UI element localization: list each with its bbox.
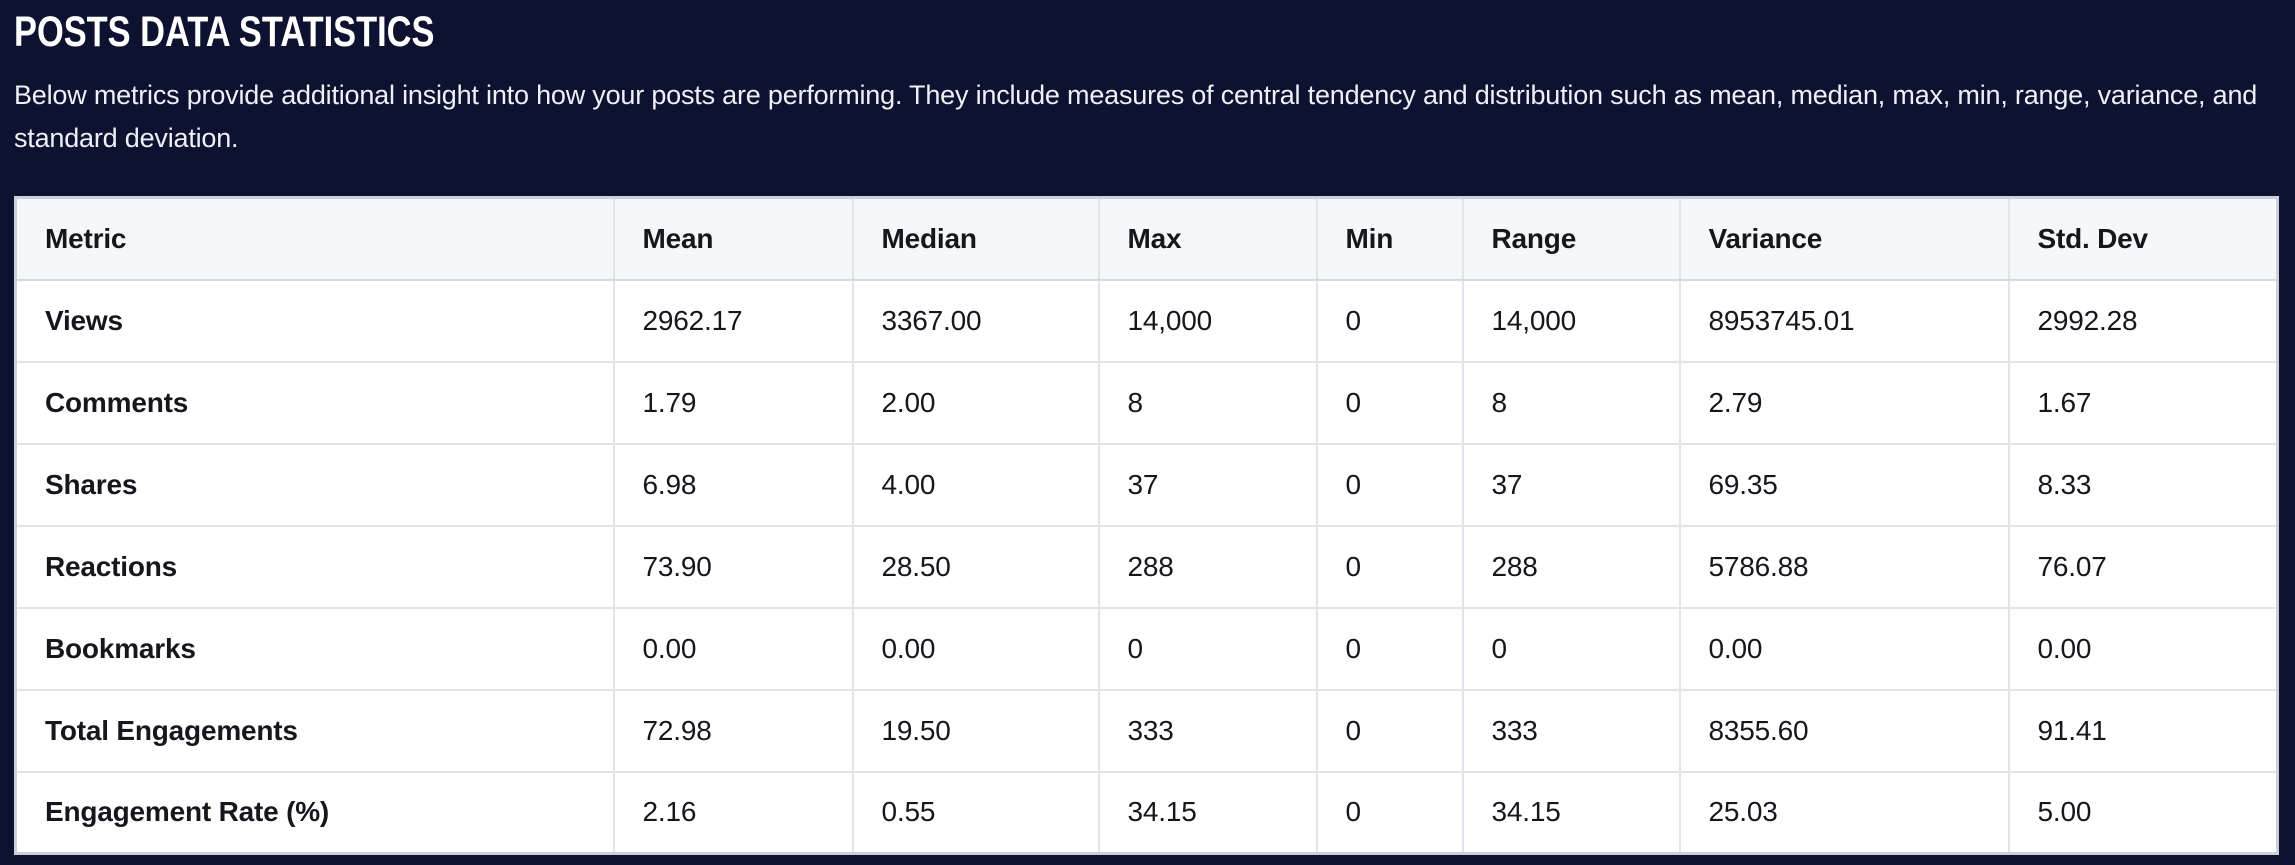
metric-cell: Views [14,278,615,363]
value-cell-min: 0 [1315,524,1464,609]
table-row-shares: Shares 6.98 4.00 37 0 37 69.35 8.33 [14,442,2279,527]
value-cell-min: 0 [1315,360,1464,445]
value-cell-variance: 5786.88 [1678,524,2010,609]
value-cell-min: 0 [1315,606,1464,691]
value-cell-stddev: 0.00 [2007,606,2279,691]
value-cell-median: 19.50 [851,688,1100,773]
value-cell-variance: 0.00 [1678,606,2010,691]
table-body: Views 2962.17 3367.00 14,000 0 14,000 89… [14,278,2279,855]
metric-cell: Comments [14,360,615,445]
value-cell-mean: 2962.17 [612,278,854,363]
metric-cell: Bookmarks [14,606,615,691]
value-cell-median: 2.00 [851,360,1100,445]
value-cell-range: 8 [1461,360,1681,445]
column-header-metric: Metric [14,196,615,281]
value-cell-stddev: 2992.28 [2007,278,2279,363]
value-cell-range: 34.15 [1461,770,1681,855]
table-row-views: Views 2962.17 3367.00 14,000 0 14,000 89… [14,278,2279,363]
value-cell-mean: 2.16 [612,770,854,855]
value-cell-min: 0 [1315,442,1464,527]
table-row-reactions: Reactions 73.90 28.50 288 0 288 5786.88 … [14,524,2279,609]
value-cell-median: 4.00 [851,442,1100,527]
value-cell-mean: 1.79 [612,360,854,445]
value-cell-variance: 8953745.01 [1678,278,2010,363]
value-cell-max: 333 [1097,688,1318,773]
value-cell-range: 37 [1461,442,1681,527]
metric-cell: Shares [14,442,615,527]
header-row: Metric Mean Median Max Min Range Varianc… [14,196,2279,281]
value-cell-range: 288 [1461,524,1681,609]
value-cell-mean: 72.98 [612,688,854,773]
value-cell-range: 14,000 [1461,278,1681,363]
value-cell-max: 8 [1097,360,1318,445]
value-cell-min: 0 [1315,770,1464,855]
value-cell-variance: 25.03 [1678,770,2010,855]
metric-cell: Engagement Rate (%) [14,770,615,855]
value-cell-min: 0 [1315,278,1464,363]
column-header-median: Median [851,196,1100,281]
column-header-range: Range [1461,196,1681,281]
value-cell-mean: 6.98 [612,442,854,527]
value-cell-variance: 69.35 [1678,442,2010,527]
table-row-engagement-rate: Engagement Rate (%) 2.16 0.55 34.15 0 34… [14,770,2279,855]
value-cell-median: 0.55 [851,770,1100,855]
value-cell-max: 0 [1097,606,1318,691]
statistics-table: Metric Mean Median Max Min Range Varianc… [14,196,2279,855]
column-header-stddev: Std. Dev [2007,196,2279,281]
value-cell-variance: 2.79 [1678,360,2010,445]
value-cell-mean: 73.90 [612,524,854,609]
table-header: Metric Mean Median Max Min Range Varianc… [14,196,2279,281]
value-cell-median: 0.00 [851,606,1100,691]
column-header-mean: Mean [612,196,854,281]
value-cell-max: 14,000 [1097,278,1318,363]
metric-cell: Reactions [14,524,615,609]
value-cell-median: 28.50 [851,524,1100,609]
table-row-total-engagements: Total Engagements 72.98 19.50 333 0 333 … [14,688,2279,773]
value-cell-stddev: 76.07 [2007,524,2279,609]
table-row-comments: Comments 1.79 2.00 8 0 8 2.79 1.67 [14,360,2279,445]
page-description: Below metrics provide additional insight… [14,80,2258,153]
column-header-variance: Variance [1678,196,2010,281]
value-cell-stddev: 5.00 [2007,770,2279,855]
column-header-min: Min [1315,196,1464,281]
value-cell-max: 37 [1097,442,1318,527]
value-cell-mean: 0.00 [612,606,854,691]
metric-cell: Total Engagements [14,688,615,773]
value-cell-range: 333 [1461,688,1681,773]
value-cell-max: 288 [1097,524,1318,609]
value-cell-max: 34.15 [1097,770,1318,855]
value-cell-stddev: 1.67 [2007,360,2279,445]
value-cell-variance: 8355.60 [1678,688,2010,773]
page-title: POSTS DATA STATISTICS [14,8,435,56]
value-cell-stddev: 8.33 [2007,442,2279,527]
value-cell-range: 0 [1461,606,1681,691]
value-cell-stddev: 91.41 [2007,688,2279,773]
table-row-bookmarks: Bookmarks 0.00 0.00 0 0 0 0.00 0.00 [14,606,2279,691]
value-cell-median: 3367.00 [851,278,1100,363]
column-header-max: Max [1097,196,1318,281]
value-cell-min: 0 [1315,688,1464,773]
